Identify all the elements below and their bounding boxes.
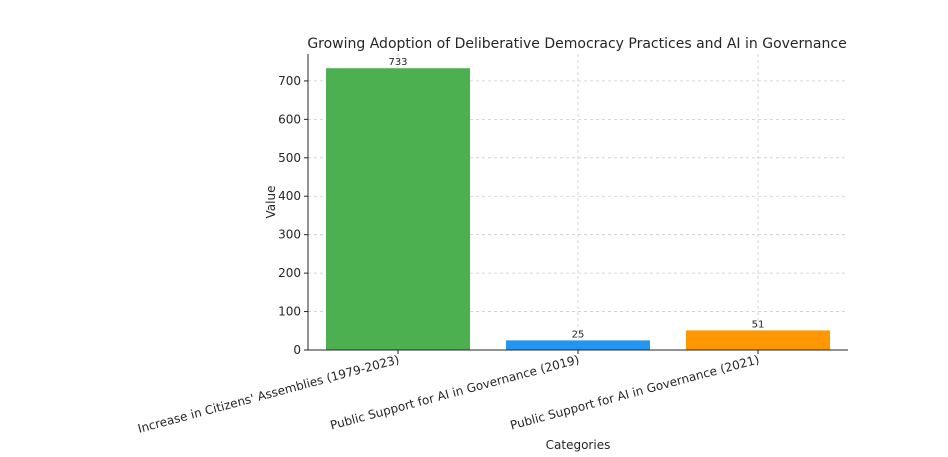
y-tick-label: 600 (278, 112, 301, 126)
y-tick-label: 200 (278, 266, 301, 280)
chart-title: Growing Adoption of Deliberative Democra… (307, 36, 846, 52)
x-axis-title: Categories (546, 438, 611, 452)
y-tick-label: 0 (293, 343, 301, 357)
y-tick-label: 100 (278, 305, 301, 319)
y-tick-label: 700 (278, 74, 301, 88)
bar (506, 340, 650, 350)
bar (686, 330, 830, 350)
bar-value-label: 733 (388, 57, 407, 68)
data-labels: 733 25 51 (388, 57, 764, 340)
y-axis-title: Value (264, 186, 278, 219)
bar-value-label: 51 (752, 319, 765, 330)
y-tick-label: 300 (278, 228, 301, 242)
bar-value-label: 25 (572, 329, 585, 340)
bars (326, 68, 830, 350)
y-tick-label: 400 (278, 189, 301, 203)
x-ticks: Increase in Citizens' Assemblies (1979-2… (136, 350, 761, 436)
y-tick-label: 500 (278, 151, 301, 165)
bar (326, 68, 470, 350)
y-ticks: 0 100 200 300 400 500 600 700 (278, 74, 308, 357)
